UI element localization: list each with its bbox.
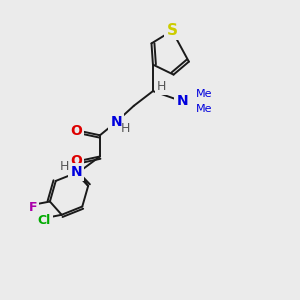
Text: O: O — [70, 154, 82, 168]
Text: H: H — [120, 122, 130, 135]
Text: Me: Me — [196, 89, 212, 99]
Text: F: F — [29, 201, 38, 214]
Text: Me: Me — [196, 104, 212, 114]
Text: N: N — [177, 94, 188, 108]
Text: S: S — [167, 23, 178, 38]
Text: O: O — [70, 124, 82, 138]
Text: N: N — [70, 165, 82, 179]
Text: Cl: Cl — [38, 214, 51, 226]
Text: N: N — [110, 115, 122, 129]
Text: H: H — [157, 80, 167, 93]
Text: H: H — [60, 160, 69, 173]
